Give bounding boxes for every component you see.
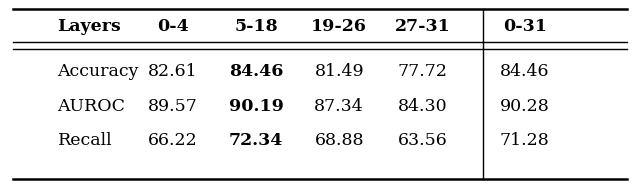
Text: 82.61: 82.61 (148, 63, 198, 80)
Text: 72.34: 72.34 (229, 132, 283, 149)
Text: 68.88: 68.88 (314, 132, 364, 149)
Text: Accuracy: Accuracy (58, 63, 139, 80)
Text: 81.49: 81.49 (314, 63, 364, 80)
Text: 87.34: 87.34 (314, 97, 364, 115)
Text: Recall: Recall (58, 132, 112, 149)
Text: 5-18: 5-18 (234, 18, 278, 36)
Text: 27-31: 27-31 (394, 18, 451, 36)
Text: 90.19: 90.19 (228, 97, 284, 115)
Text: 66.22: 66.22 (148, 132, 198, 149)
Text: 71.28: 71.28 (500, 132, 550, 149)
Text: 84.30: 84.30 (397, 97, 447, 115)
Text: Layers: Layers (58, 18, 122, 36)
Text: 0-4: 0-4 (157, 18, 189, 36)
Text: 84.46: 84.46 (500, 63, 550, 80)
Text: 84.46: 84.46 (229, 63, 283, 80)
Text: 63.56: 63.56 (397, 132, 447, 149)
Text: 0-31: 0-31 (503, 18, 547, 36)
Text: 19-26: 19-26 (311, 18, 367, 36)
Text: 90.28: 90.28 (500, 97, 550, 115)
Text: 77.72: 77.72 (397, 63, 447, 80)
Text: AUROC: AUROC (58, 97, 125, 115)
Text: 89.57: 89.57 (148, 97, 198, 115)
